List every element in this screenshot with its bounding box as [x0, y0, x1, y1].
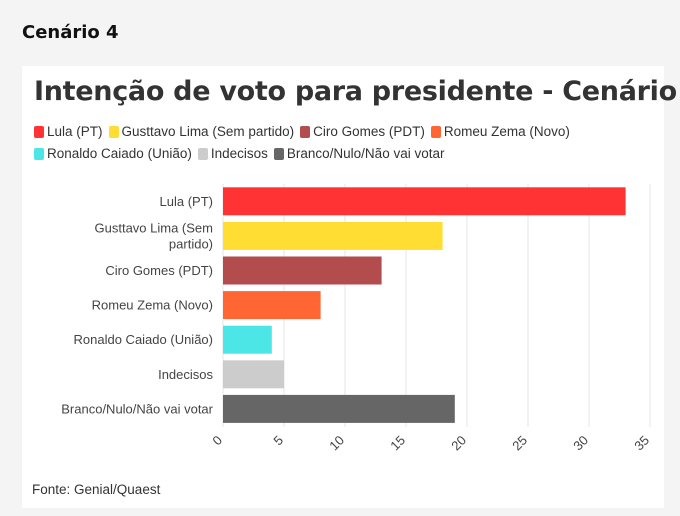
legend-swatch [273, 148, 284, 160]
category-label: Ciro Gomes (PDT) [105, 263, 213, 278]
x-tick-label: 20 [448, 433, 469, 454]
x-tick-label: 35 [631, 433, 652, 454]
legend-swatch [197, 148, 208, 160]
x-tick-label: 0 [209, 433, 225, 449]
x-tick-label: 25 [509, 433, 530, 454]
section-title: Cenário 4 [22, 22, 119, 43]
legend-label: Ciro Gomes (PDT) [313, 124, 425, 139]
chart-legend: Lula (PT) Gusttavo Lima (Sem partido) Ciro… [34, 124, 634, 162]
legend-item[interactable]: Indecisos [197, 146, 268, 162]
bar-chart: Lula (PT) Gusttavo Lima (Sem partido) Ciro … [61, 184, 652, 454]
legend-swatch [34, 148, 44, 160]
bar [223, 256, 382, 285]
legend-swatch [430, 126, 441, 138]
legend-label: Branco/Nulo/Não vai votar [286, 146, 445, 161]
category-label: Lula (PT) [160, 194, 213, 209]
category-label: Branco/Nulo/Não vai votar [61, 401, 213, 416]
x-tick-label: 15 [387, 433, 408, 454]
legend-item[interactable]: Romeu Zema (Novo) [430, 124, 570, 140]
legend-item[interactable]: Ronaldo Caiado (União) [34, 146, 192, 162]
legend-label: Ronaldo Caiado (União) [47, 146, 192, 161]
legend-item[interactable]: Gusttavo Lima (Sem partido) [108, 124, 295, 140]
legend-label: Romeu Zema (Novo) [443, 124, 570, 139]
legend-swatch [34, 126, 44, 138]
legend-item[interactable]: Branco/Nulo/Não vai votar [273, 146, 445, 162]
bar [223, 187, 626, 216]
legend-label: Indecisos [210, 146, 268, 161]
category-label: Romeu Zema (Novo) [92, 298, 213, 313]
chart-title: Intenção de voto para presidente - Cenár… [34, 76, 680, 107]
bar [223, 360, 284, 389]
x-tick-label: 10 [326, 433, 347, 454]
x-tick-label: 30 [570, 433, 591, 454]
legend-swatch [300, 126, 311, 138]
legend-item[interactable]: Lula (PT) [34, 124, 103, 140]
bar [223, 394, 455, 423]
legend-label: Gusttavo Lima (Sem partido) [121, 124, 295, 139]
bar [223, 291, 321, 320]
category-label: Indecisos [158, 367, 213, 382]
bar [223, 325, 272, 354]
bar [223, 221, 443, 250]
legend-item[interactable]: Ciro Gomes (PDT) [300, 124, 425, 140]
legend-swatch [108, 126, 119, 138]
legend-label: Lula (PT) [47, 124, 103, 139]
x-tick-label: 5 [270, 433, 286, 449]
chart-card: Intenção de voto para presidente - Cenár… [22, 66, 680, 508]
category-label: Gusttavo Lima (Sem partido) [95, 220, 214, 251]
category-label: Ronaldo Caiado (União) [74, 332, 213, 347]
source-note: Fonte: Genial/Quaest [32, 482, 161, 497]
